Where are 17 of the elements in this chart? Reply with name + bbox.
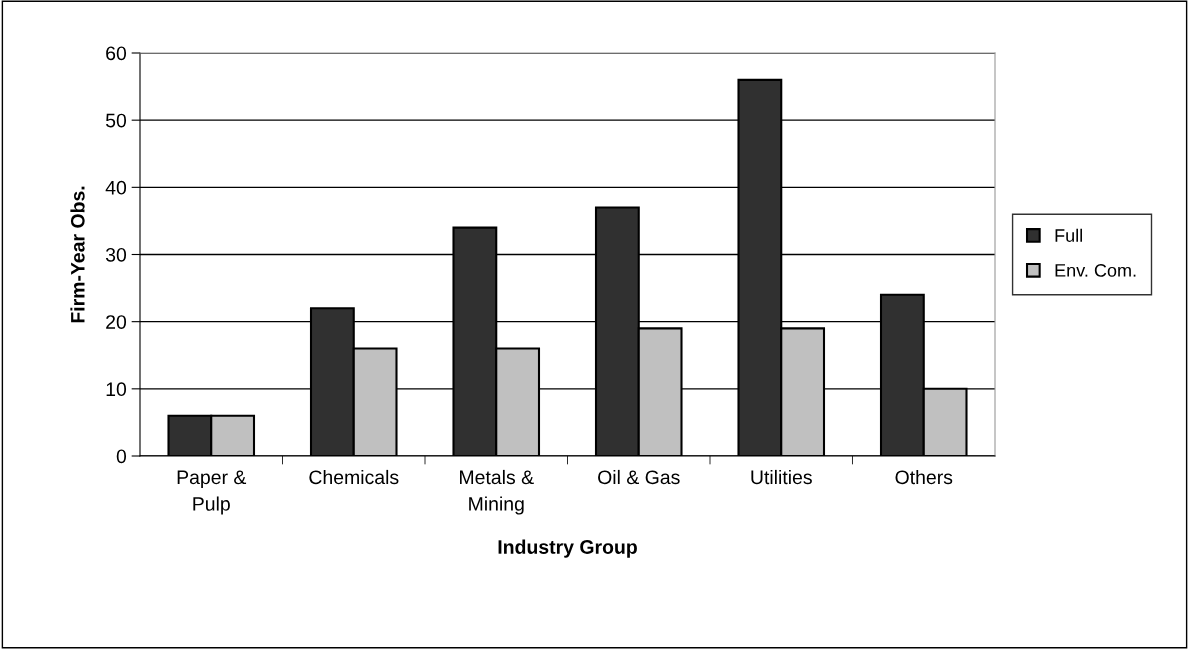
x-tick-label: Oil & Gas: [598, 469, 680, 485]
y-tick-label: 60: [106, 46, 127, 61]
x-tick-label: Chemicals: [309, 469, 399, 485]
x-tick-label: Metals & Mining: [460, 469, 534, 515]
y-tick-label: 30: [105, 247, 127, 262]
y-tick-label: 20: [106, 315, 127, 329]
legend-label: Env. Com.: [1055, 264, 1136, 277]
y-tick-label: 40: [105, 180, 127, 195]
legend-label: Full: [1055, 228, 1082, 242]
x-tick-label: Utilities: [751, 469, 812, 485]
y-tick-label: 0: [116, 449, 127, 464]
x-tick-label: Others: [895, 469, 953, 485]
y-tick-label: 10: [106, 382, 127, 397]
x-axis-title: Industry Group: [498, 539, 637, 558]
y-tick-label: 50: [105, 113, 127, 128]
x-tick-label: Paper & Pulp: [177, 470, 247, 515]
y-axis-title: Firm-Year Obs.: [70, 186, 85, 323]
